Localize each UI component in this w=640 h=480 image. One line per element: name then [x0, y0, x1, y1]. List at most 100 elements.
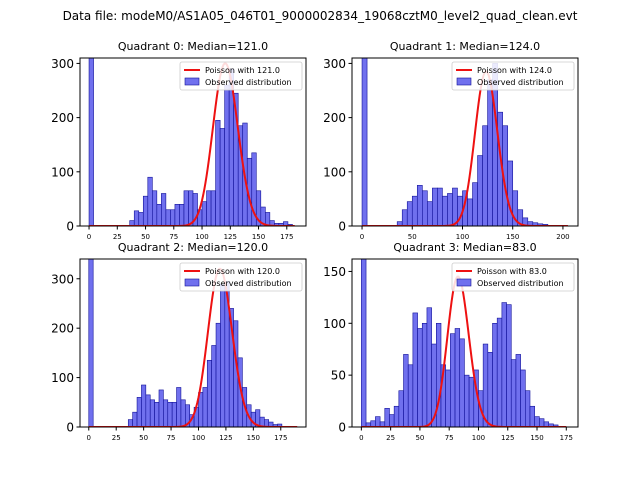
histogram-bar	[161, 193, 167, 226]
plot-area	[361, 58, 568, 226]
x-tick-label: 200	[556, 233, 569, 241]
plot-area	[88, 58, 295, 226]
axes-frame	[351, 57, 579, 227]
y-tick-label: 0	[66, 421, 74, 435]
y-tick-label: 100	[323, 317, 346, 331]
histogram-bar	[464, 374, 470, 427]
x-tick-label: 125	[219, 434, 232, 442]
legend: Poisson with 124.0 Observed distribution	[451, 61, 575, 91]
histogram-bar	[411, 195, 418, 226]
histogram-bar	[520, 369, 526, 427]
legend-line-label: Poisson with 83.0	[477, 267, 547, 276]
histogram-bar	[206, 190, 212, 226]
axes-frame	[79, 57, 307, 227]
x-tick-label: 100	[192, 434, 205, 442]
histogram-bar	[215, 120, 221, 226]
histogram-bar	[171, 401, 177, 427]
y-tick-label: 0	[338, 421, 346, 435]
y-tick-label: 300	[51, 57, 74, 71]
histogram-bar	[283, 221, 289, 226]
y-tick-label: 300	[51, 272, 74, 286]
x-tick-label: 150	[530, 434, 543, 442]
x-tick-label: 150	[252, 233, 265, 241]
histogram-bar	[393, 405, 400, 427]
histogram-bar	[454, 328, 461, 427]
x-tick-label: 100	[456, 233, 469, 241]
legend-bar-swatch	[184, 77, 200, 86]
legend-bar-swatch	[456, 77, 472, 86]
histogram-bar	[170, 209, 176, 226]
y-tick-label: 200	[51, 111, 74, 125]
legend-bar-label: Observed distribution	[205, 78, 292, 87]
subplot-title: Quadrant 1: Median=124.0	[390, 40, 540, 53]
legend-line-label: Poisson with 124.0	[477, 66, 552, 75]
histogram-bar	[406, 201, 413, 226]
histogram-bar	[142, 195, 149, 226]
histogram-bar	[152, 190, 158, 226]
histogram-bar	[412, 312, 418, 427]
y-tick-label: 300	[323, 57, 346, 71]
histogram-bar	[179, 204, 185, 226]
histogram-bar	[206, 359, 212, 427]
x-tick-label: 100	[195, 233, 208, 241]
legend-bar-swatch	[456, 278, 472, 287]
histogram-bar	[133, 210, 140, 226]
histogram-bar	[452, 187, 458, 226]
x-tick-label: 100	[472, 434, 485, 442]
histogram-bar	[132, 411, 138, 427]
histogram-bar	[154, 401, 160, 427]
histogram-bar	[417, 328, 423, 427]
histogram-bar	[174, 204, 180, 226]
histogram-bar	[361, 259, 367, 427]
y-tick-label: 50	[331, 369, 346, 383]
legend-bar-label: Observed distribution	[477, 279, 564, 288]
histogram-bar	[416, 185, 423, 226]
subplot-quadrant-2: 0 25 50 75 100 125 150 175 0 100 200 300 Quadrant 2:…	[51, 241, 307, 442]
legend-bar-swatch	[184, 278, 200, 287]
histogram-bar	[512, 190, 519, 226]
histogram-bar	[165, 209, 171, 226]
y-tick-label: 100	[51, 371, 74, 385]
histogram-bar	[510, 359, 517, 427]
histogram-bar	[482, 125, 488, 226]
histogram-bar	[127, 419, 133, 427]
legend: Poisson with 121.0 Observed distribution	[179, 61, 303, 91]
histogram-bar	[534, 416, 540, 427]
histogram-bar	[88, 58, 94, 226]
x-tick-label: 125	[501, 434, 514, 442]
x-tick-label: 25	[113, 233, 122, 241]
histogram-bar	[88, 259, 94, 427]
histogram-bar	[529, 405, 535, 427]
histogram-bar	[501, 302, 507, 427]
histogram-bar	[459, 338, 465, 427]
x-tick-label: 75	[167, 434, 176, 442]
histogram-bar	[407, 364, 414, 427]
histogram-bar	[467, 198, 473, 226]
legend-box	[179, 61, 303, 91]
histogram-bar	[141, 384, 147, 427]
x-tick-label: 50	[408, 233, 417, 241]
x-tick-label: 75	[169, 233, 178, 241]
histogram-bar	[149, 399, 155, 427]
x-tick-label: 50	[141, 233, 150, 241]
histogram-bar	[277, 423, 283, 427]
x-tick-label: 150	[247, 434, 260, 442]
x-tick-label: 75	[445, 434, 454, 442]
histogram-bar	[167, 401, 173, 427]
histogram-bar	[211, 345, 217, 427]
x-tick-label: 50	[415, 434, 424, 442]
legend: Poisson with 83.0 Observed distribution	[451, 262, 575, 292]
histogram-bar	[427, 201, 433, 226]
histogram-bar	[426, 307, 432, 427]
axes-frame	[79, 258, 307, 428]
legend: Poisson with 120.0 Observed distribution	[179, 262, 303, 292]
histogram-bar	[487, 352, 493, 427]
histogram-bar	[447, 193, 453, 226]
histogram-bar	[215, 322, 221, 427]
x-tick-label: 125	[224, 233, 237, 241]
legend-box	[451, 262, 575, 292]
x-tick-label: 50	[139, 434, 148, 442]
histogram-bar	[202, 387, 208, 427]
histogram-bar	[201, 201, 207, 226]
